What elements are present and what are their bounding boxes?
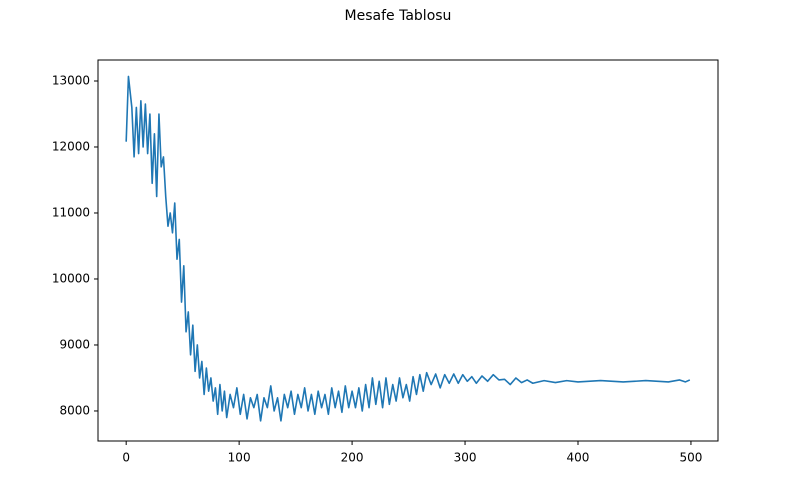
x-tick-label: 500 — [679, 451, 702, 465]
x-tick-label: 300 — [454, 451, 477, 465]
chart-title: Mesafe Tablosu — [345, 8, 452, 24]
y-tick-label: 10000 — [52, 271, 90, 285]
x-tick-label: 200 — [341, 451, 364, 465]
plot-frame — [97, 59, 719, 442]
x-tick-label: 400 — [567, 451, 590, 465]
y-tick-label: 9000 — [59, 337, 90, 351]
x-tick-label: 0 — [122, 451, 130, 465]
data-line — [125, 75, 691, 422]
x-tick-label: 100 — [228, 451, 251, 465]
y-tick-label: 12000 — [52, 139, 90, 153]
y-tick-label: 11000 — [52, 205, 90, 219]
y-tick-label: 8000 — [59, 403, 90, 417]
y-tick-label: 13000 — [52, 73, 90, 87]
